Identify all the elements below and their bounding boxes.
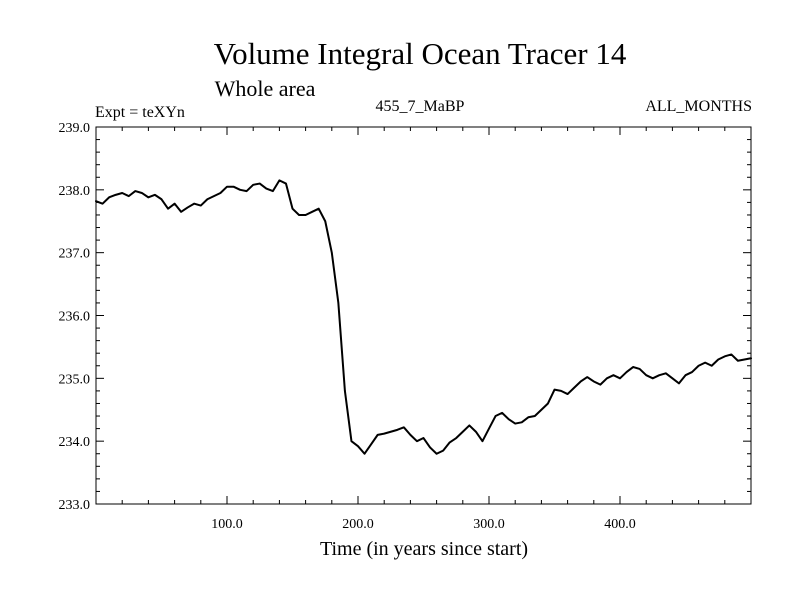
x-tick-label: 400.0 <box>604 517 636 532</box>
x-tick-label: 300.0 <box>473 517 505 532</box>
chart-title: Volume Integral Ocean Tracer 14 <box>214 36 627 71</box>
x-tick-label: 100.0 <box>211 517 243 532</box>
months-label: ALL_MONTHS <box>645 98 752 115</box>
series-layer <box>95 179 752 455</box>
chart-subtitle: Whole area <box>215 76 316 101</box>
plot-frame <box>95 126 752 505</box>
y-tick-label: 236.0 <box>59 310 91 325</box>
y-tick-label: 237.0 <box>59 247 91 262</box>
x-tick-label: 200.0 <box>342 517 374 532</box>
y-tick-label: 238.0 <box>59 184 91 199</box>
run-label: 455_7_MaBP <box>376 98 465 115</box>
series-line <box>95 179 752 455</box>
axes-layer: 233.0 234.0 235.0 236.0 237.0 238.0 239.0 100.0… <box>59 121 751 532</box>
y-tick-label: 234.0 <box>59 435 91 450</box>
expt-label: Expt = teXYn <box>95 104 185 121</box>
y-tick-label: 233.0 <box>59 498 91 513</box>
y-tick-label: 235.0 <box>59 372 91 387</box>
x-axis-label: Time (in years since start) <box>320 538 528 560</box>
y-tick-label: 239.0 <box>59 121 91 136</box>
